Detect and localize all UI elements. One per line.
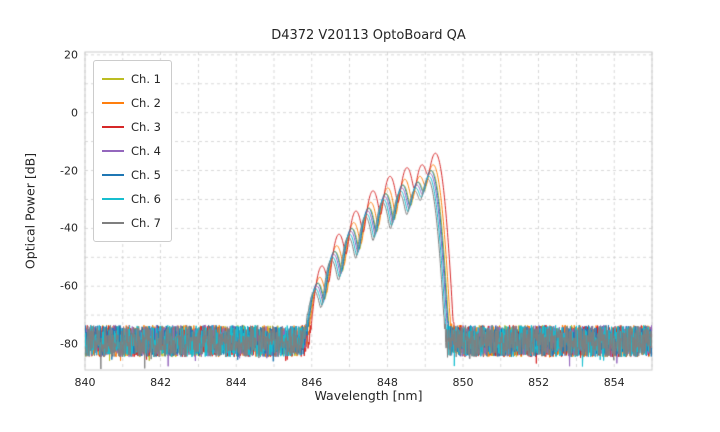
x-tick-label: 850 [452, 376, 474, 389]
legend-label: Ch. 1 [131, 72, 161, 86]
y-tick-label: 20 [64, 48, 78, 62]
x-tick-label: 854 [603, 376, 625, 389]
legend-line-sample [102, 78, 124, 80]
y-axis-label: Optical Power [dB] [22, 152, 38, 270]
y-tick-label: -80 [60, 337, 78, 351]
y-tick-label: -40 [60, 221, 78, 235]
legend-entry: Ch. 4 [102, 139, 161, 163]
x-tick-label: 840 [74, 376, 96, 389]
y-tick-label: 0 [71, 106, 78, 120]
legend-entry: Ch. 3 [102, 115, 161, 139]
legend-line-sample [102, 222, 124, 224]
x-tick-label: 852 [528, 376, 550, 389]
legend-label: Ch. 5 [131, 168, 161, 182]
legend-entry: Ch. 5 [102, 163, 161, 187]
x-axis-label: Wavelength [nm] [314, 388, 423, 403]
legend-label: Ch. 4 [131, 144, 161, 158]
x-tick-label: 842 [150, 376, 172, 389]
legend: Ch. 1 Ch. 2 Ch. 3 Ch. 4 Ch. 5 Ch. 6 Ch. 7 [93, 60, 172, 242]
legend-entry: Ch. 1 [102, 67, 161, 91]
x-tick-label: 848 [376, 376, 398, 389]
legend-label: Ch. 2 [131, 96, 161, 110]
legend-line-sample [102, 198, 124, 200]
legend-line-sample [102, 126, 124, 128]
legend-label: Ch. 6 [131, 192, 161, 206]
legend-line-sample [102, 150, 124, 152]
x-tick-label: 846 [301, 376, 323, 389]
x-tick-label: 844 [225, 376, 247, 389]
legend-line-sample [102, 174, 124, 176]
legend-label: Ch. 7 [131, 216, 161, 230]
legend-entry: Ch. 6 [102, 187, 161, 211]
legend-line-sample [102, 102, 124, 104]
legend-label: Ch. 3 [131, 120, 161, 134]
legend-entry: Ch. 2 [102, 91, 161, 115]
y-tick-label: -20 [60, 164, 78, 178]
legend-entry: Ch. 7 [102, 211, 161, 235]
chart-title: D4372 V20113 OptoBoard QA [271, 28, 466, 43]
y-tick-label: -60 [60, 279, 78, 293]
